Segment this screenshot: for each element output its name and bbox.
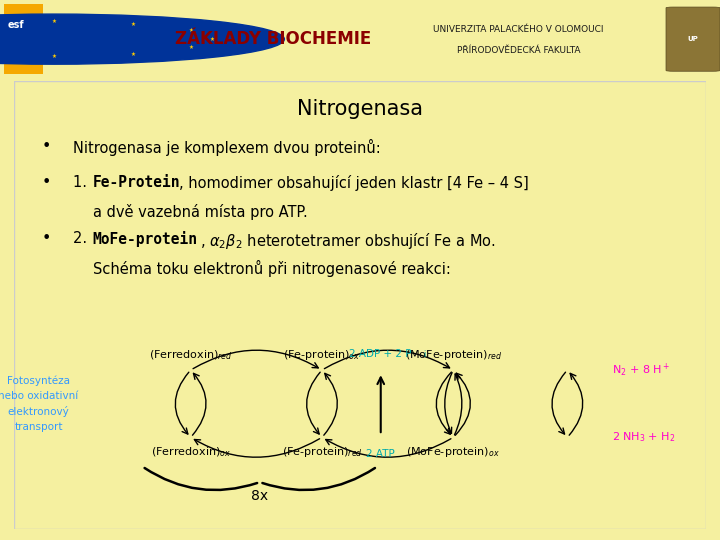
Text: ★: ★ [52,19,56,24]
Text: MoFe-protein: MoFe-protein [92,231,197,247]
Text: ★: ★ [52,54,56,59]
Text: , homodimer obsahující jeden klastr [4 Fe – 4 S]: , homodimer obsahující jeden klastr [4 F… [179,175,528,191]
Text: Fotosyntéza
nebo oxidativní
elektronový
transport: Fotosyntéza nebo oxidativní elektronový … [0,375,78,432]
Text: a dvě vazebná místa pro ATP.: a dvě vazebná místa pro ATP. [92,204,307,220]
Text: UP: UP [688,36,698,42]
Text: ZÁKLADY BIOCHEMIE: ZÁKLADY BIOCHEMIE [176,30,372,48]
Text: , $\alpha_2\beta_2$ heterotetramer obshující Fe a Mo.: , $\alpha_2\beta_2$ heterotetramer obshu… [199,231,495,251]
Text: •: • [42,139,51,154]
Text: Nitrogenasa je komplexem dvou proteinů:: Nitrogenasa je komplexem dvou proteinů: [73,139,381,156]
Text: ★: ★ [189,45,194,50]
Text: 2 ADP + 2 P: 2 ADP + 2 P [349,349,412,359]
Text: (MoFe-protein)$_{red}$: (MoFe-protein)$_{red}$ [405,348,502,362]
Text: 8x: 8x [251,489,269,503]
Text: UNIVERZITA PALACKÉHO V OLOMOUCI: UNIVERZITA PALACKÉHO V OLOMOUCI [433,25,603,34]
Text: 2 ATP: 2 ATP [366,449,395,458]
Text: Schéma toku elektronů při nitrogenasové reakci:: Schéma toku elektronů při nitrogenasové … [92,260,451,278]
Text: (Fe-protein)$_{ox}$: (Fe-protein)$_{ox}$ [284,348,361,362]
Text: •: • [42,175,51,190]
Text: PŘÍRODOVĚDECKÁ FAKULTA: PŘÍRODOVĚDECKÁ FAKULTA [456,46,580,56]
Text: •: • [42,231,51,246]
Text: N$_2$ + 8 H$^+$: N$_2$ + 8 H$^+$ [612,362,670,379]
FancyBboxPatch shape [666,7,720,71]
Text: (Ferredoxin)$_{red}$: (Ferredoxin)$_{red}$ [149,348,233,362]
Text: (Ferredoxin)$_{ox}$: (Ferredoxin)$_{ox}$ [150,446,230,459]
Text: (MoFe-protein)$_{ox}$: (MoFe-protein)$_{ox}$ [407,446,500,460]
Text: Nitrogenasa: Nitrogenasa [297,99,423,119]
Text: ★: ★ [131,51,135,57]
Text: ★: ★ [210,37,215,42]
Text: Fe-Protein: Fe-Protein [92,175,180,190]
Text: esf: esf [7,19,24,30]
Text: i: i [423,350,426,359]
Text: (Fe-protein)$_{red}$: (Fe-protein)$_{red}$ [282,446,362,460]
Text: 2.: 2. [73,231,92,246]
Text: ★: ★ [189,28,194,33]
Text: ★: ★ [131,22,135,27]
Bar [4,4,43,75]
Text: 1.: 1. [73,175,91,190]
Circle shape [0,14,284,64]
Text: 2 NH$_3$ + H$_2$: 2 NH$_3$ + H$_2$ [612,430,675,444]
